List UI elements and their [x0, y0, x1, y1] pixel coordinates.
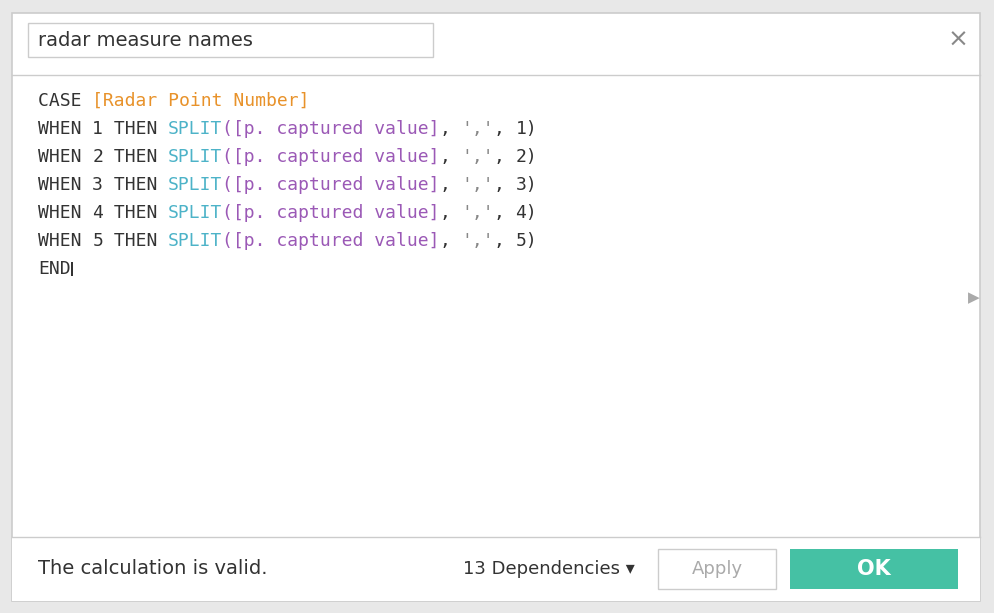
- Text: SPLIT: SPLIT: [168, 120, 223, 138]
- Text: ([p. captured value]: ([p. captured value]: [223, 232, 440, 250]
- Text: ,: ,: [494, 204, 516, 222]
- Text: END: END: [38, 260, 71, 278]
- Text: ,: ,: [439, 204, 461, 222]
- Text: ',': ',': [461, 176, 494, 194]
- Text: CASE: CASE: [38, 92, 92, 110]
- Text: 2): 2): [516, 148, 537, 166]
- Text: WHEN: WHEN: [38, 232, 92, 250]
- Text: SPLIT: SPLIT: [168, 204, 223, 222]
- Text: ([p. captured value]: ([p. captured value]: [223, 120, 440, 138]
- Text: THEN: THEN: [103, 148, 168, 166]
- Text: THEN: THEN: [103, 204, 168, 222]
- Text: ',': ',': [461, 120, 494, 138]
- Text: 3): 3): [516, 176, 537, 194]
- Text: 5): 5): [516, 232, 537, 250]
- Text: ×: ×: [947, 28, 968, 52]
- Text: ,: ,: [439, 176, 461, 194]
- Text: ,: ,: [439, 120, 461, 138]
- Text: 5: 5: [92, 232, 103, 250]
- Text: ',': ',': [461, 148, 494, 166]
- FancyBboxPatch shape: [790, 549, 958, 589]
- Text: radar measure names: radar measure names: [38, 31, 252, 50]
- Text: ,: ,: [494, 148, 516, 166]
- Text: 1): 1): [516, 120, 537, 138]
- Text: SPLIT: SPLIT: [168, 148, 223, 166]
- Text: ([p. captured value]: ([p. captured value]: [223, 204, 440, 222]
- Text: Apply: Apply: [692, 560, 743, 578]
- Text: ,: ,: [439, 232, 461, 250]
- Text: THEN: THEN: [103, 176, 168, 194]
- Text: SPLIT: SPLIT: [168, 232, 223, 250]
- FancyBboxPatch shape: [12, 13, 980, 601]
- Text: SPLIT: SPLIT: [168, 176, 223, 194]
- Text: The calculation is valid.: The calculation is valid.: [38, 560, 267, 579]
- Text: THEN: THEN: [103, 120, 168, 138]
- Text: ([p. captured value]: ([p. captured value]: [223, 148, 440, 166]
- Bar: [71, 262, 73, 276]
- Text: ,: ,: [494, 120, 516, 138]
- Text: ▶: ▶: [968, 291, 980, 305]
- Text: 1: 1: [92, 120, 103, 138]
- Text: 4): 4): [516, 204, 537, 222]
- FancyBboxPatch shape: [12, 537, 980, 601]
- Text: ',': ',': [461, 232, 494, 250]
- Text: WHEN: WHEN: [38, 148, 92, 166]
- Text: WHEN: WHEN: [38, 204, 92, 222]
- Text: ,: ,: [494, 176, 516, 194]
- Text: 3: 3: [92, 176, 103, 194]
- Text: ([p. captured value]: ([p. captured value]: [223, 176, 440, 194]
- Text: 2: 2: [92, 148, 103, 166]
- Text: THEN: THEN: [103, 232, 168, 250]
- Text: 4: 4: [92, 204, 103, 222]
- Text: 13 Dependencies ▾: 13 Dependencies ▾: [463, 560, 635, 578]
- FancyBboxPatch shape: [28, 23, 433, 57]
- Text: ',': ',': [461, 204, 494, 222]
- Text: OK: OK: [857, 559, 891, 579]
- Text: ,: ,: [494, 232, 516, 250]
- Text: [Radar Point Number]: [Radar Point Number]: [92, 92, 310, 110]
- FancyBboxPatch shape: [658, 549, 776, 589]
- Text: WHEN: WHEN: [38, 176, 92, 194]
- Text: ,: ,: [439, 148, 461, 166]
- Text: WHEN: WHEN: [38, 120, 92, 138]
